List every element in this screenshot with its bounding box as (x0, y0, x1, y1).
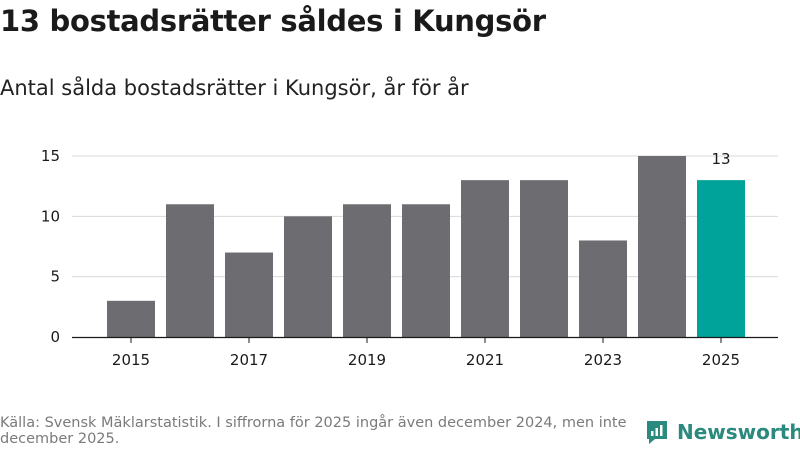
brand-name: Newsworthy (677, 420, 800, 444)
x-tick-label-2015: 2015 (112, 351, 150, 369)
newsworthy-logo-icon (647, 421, 667, 444)
bar-2015 (107, 300, 155, 337)
bar-2019 (343, 204, 391, 337)
source-note: Källa: Svensk Mäklarstatistik. I siffror… (0, 415, 627, 447)
bar-2018 (284, 216, 332, 337)
x-tick-label-2017: 2017 (230, 351, 268, 369)
brand-logo: Newsworthy (645, 419, 800, 445)
x-tick-label-2025: 2025 (702, 351, 740, 369)
bar-2020 (402, 204, 450, 337)
bar-2022 (520, 180, 568, 337)
y-tick-label-0: 0 (50, 328, 60, 346)
bar-2023 (579, 240, 627, 337)
x-tick-label-2021: 2021 (466, 351, 504, 369)
y-tick-label-10: 10 (41, 207, 60, 225)
x-tick-label-2019: 2019 (348, 351, 386, 369)
bar-2017 (225, 252, 273, 337)
bar-chart: 0 5 10 15 13 2015 2017 2019 2021 2023 2025 (41, 147, 778, 369)
y-tick-label-5: 5 (50, 268, 60, 286)
data-label-2025: 13 (711, 150, 730, 168)
bar-2024 (638, 156, 686, 337)
chart-title: 13 bostadsrätter såldes i Kungsör (0, 4, 546, 38)
bar-2025 (697, 180, 745, 337)
x-tick-label-2023: 2023 (584, 351, 622, 369)
y-tick-label-15: 15 (41, 147, 60, 165)
chart-subtitle: Antal sålda bostadsrätter i Kungsör, år … (0, 76, 469, 100)
bar-2016 (166, 204, 214, 337)
bar-2021 (461, 180, 509, 337)
